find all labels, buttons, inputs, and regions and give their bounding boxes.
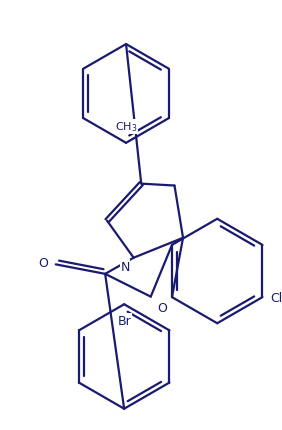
Text: CH$_3$: CH$_3$ xyxy=(115,120,137,134)
Text: Br: Br xyxy=(117,314,131,327)
Text: O: O xyxy=(38,256,48,269)
Text: Cl: Cl xyxy=(270,291,282,304)
Text: O: O xyxy=(157,302,167,315)
Text: N: N xyxy=(120,260,130,273)
